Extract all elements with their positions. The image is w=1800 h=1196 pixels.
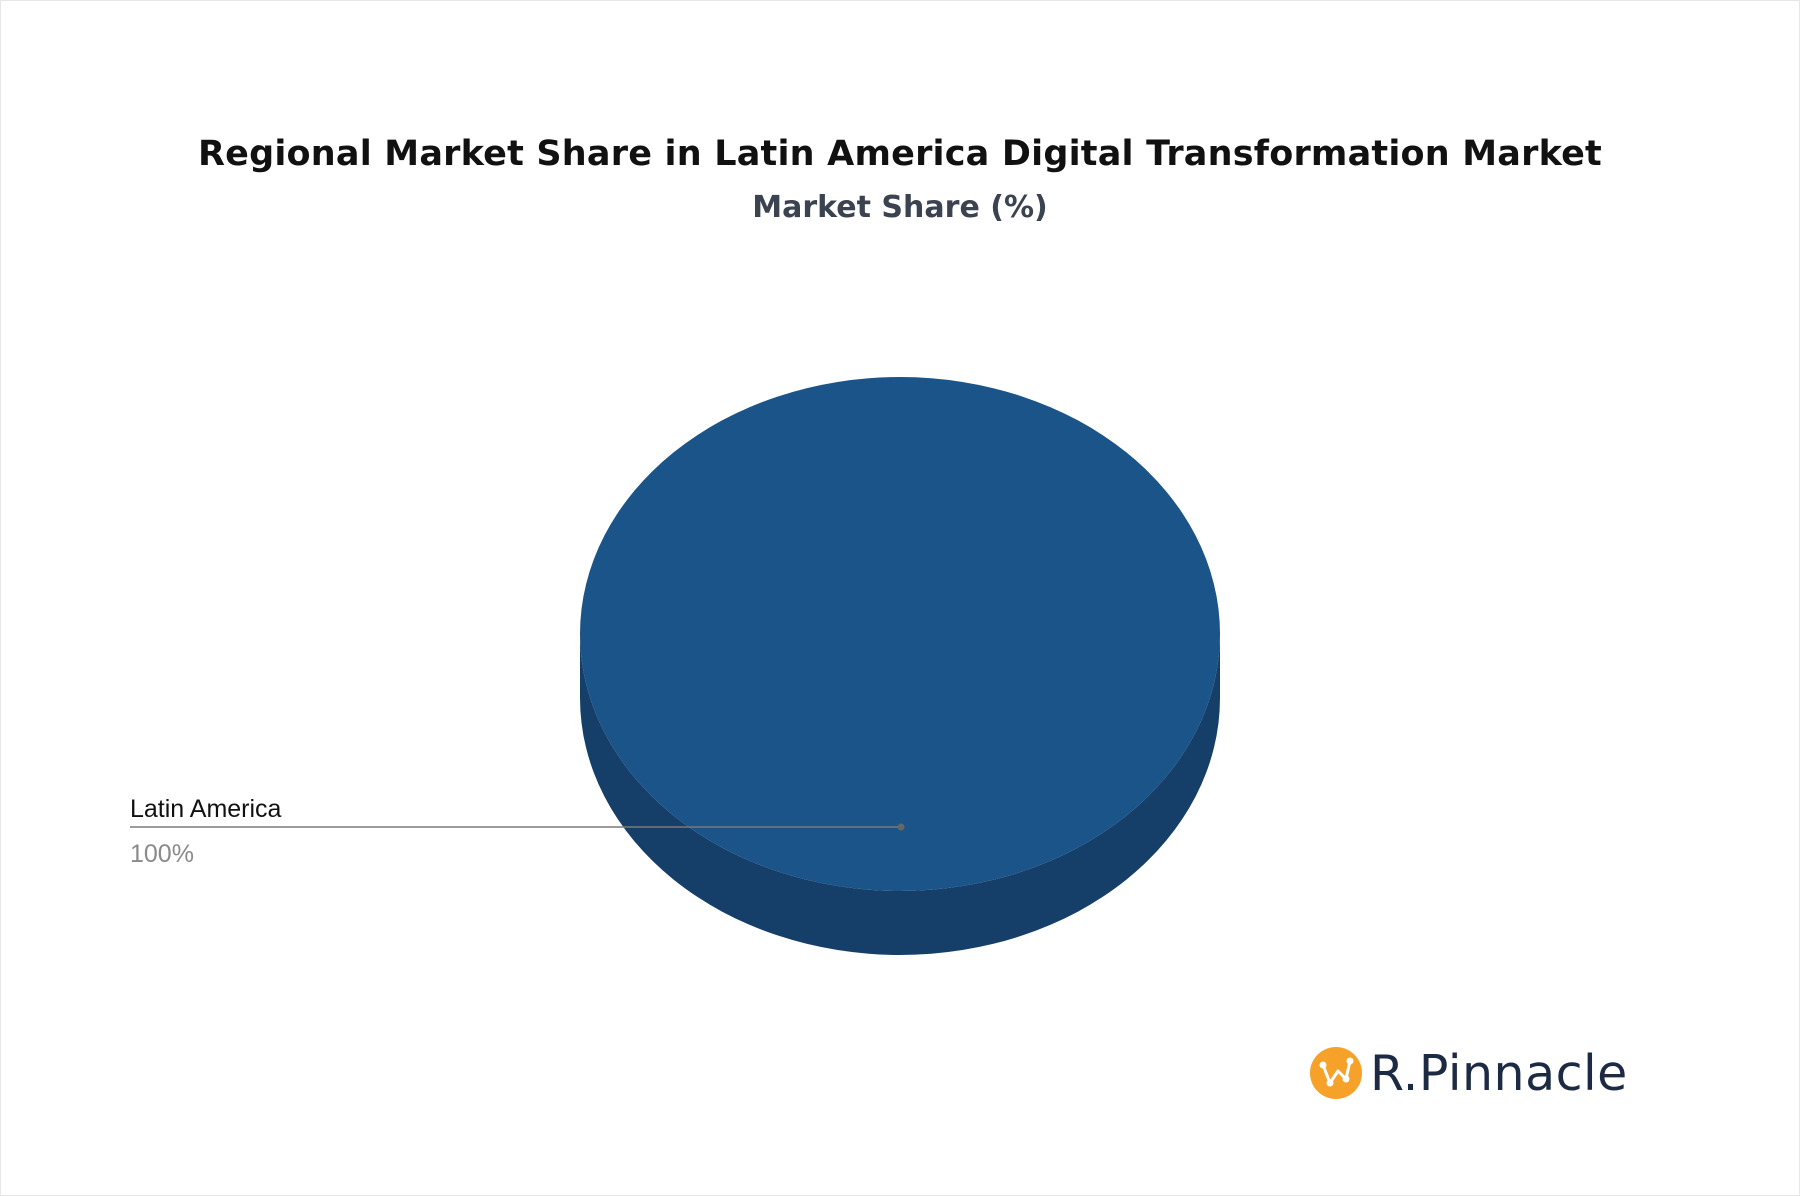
slice-label: Latin America [130, 795, 282, 823]
chart-title: Regional Market Share in Latin America D… [198, 134, 1602, 174]
pie-slice-side [580, 634, 1220, 955]
slice-value-label: 100% [130, 840, 194, 868]
brand-name: R.Pinnacle [1370, 1044, 1628, 1102]
chart-subtitle: Market Share (%) [752, 190, 1048, 225]
pinnacle-logo-icon [1310, 1047, 1362, 1099]
pie-slice [580, 377, 1220, 891]
leader-dot [897, 823, 905, 831]
brand: R.Pinnacle [1310, 1040, 1628, 1106]
